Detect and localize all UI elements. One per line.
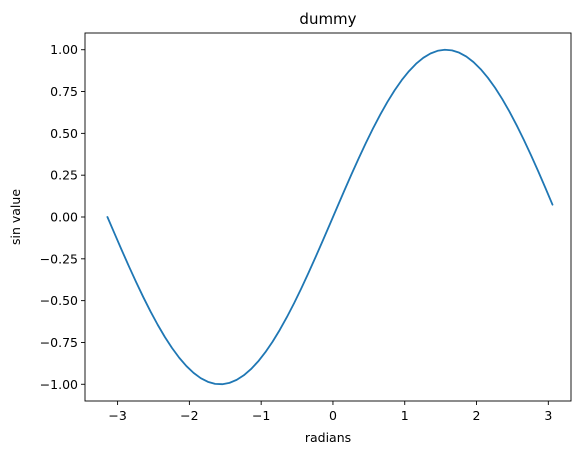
x-tick-label: 3 [544,408,552,423]
series-line [106,48,554,386]
y-tick-label: −0.75 [40,335,78,350]
x-tick-label: −2 [180,408,198,423]
y-tick-label: −0.25 [40,251,78,266]
x-axis-label: radians [305,430,351,445]
x-tick-label: −3 [108,408,126,423]
x-tick-label: 2 [473,408,481,423]
chart-title: dummy [299,10,356,28]
axes-frame [84,32,572,402]
y-tick-label: 1.00 [50,42,78,57]
y-tick-label: 0.25 [50,168,78,183]
plot-area: −3 −2 −1 0 1 2 3 −1.00 −0.75 −0.50 −0.25 0.00 0.25 0.… [40,32,572,423]
y-tick-label: −1.00 [40,377,78,392]
x-tick-label: −1 [252,408,270,423]
y-axis-label: sin value [8,189,23,245]
x-tick-label: 0 [329,408,337,423]
y-tick-label: 0.75 [50,84,78,99]
y-tick-label: −0.50 [40,293,78,308]
y-tick-label: 0.50 [50,126,78,141]
y-tick-label: 0.00 [50,210,78,225]
x-tick-label: 1 [401,408,409,423]
